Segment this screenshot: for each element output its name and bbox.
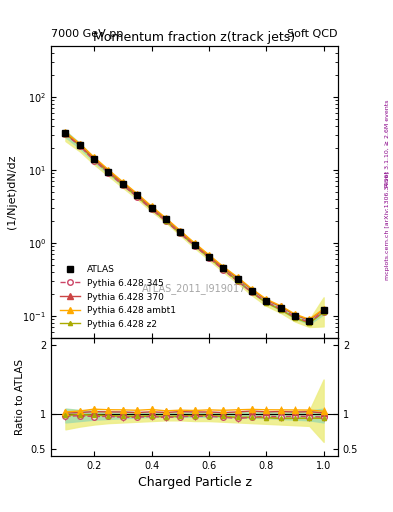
Y-axis label: (1/Njet)dN/dz: (1/Njet)dN/dz bbox=[7, 155, 17, 229]
X-axis label: Charged Particle z: Charged Particle z bbox=[138, 476, 252, 489]
Text: Soft QCD: Soft QCD bbox=[288, 29, 338, 39]
Text: Rivet 3.1.10, ≥ 2.6M events: Rivet 3.1.10, ≥ 2.6M events bbox=[385, 100, 389, 187]
Legend: ATLAS, Pythia 6.428 345, Pythia 6.428 370, Pythia 6.428 ambt1, Pythia 6.428 z2: ATLAS, Pythia 6.428 345, Pythia 6.428 37… bbox=[55, 261, 181, 333]
Y-axis label: Ratio to ATLAS: Ratio to ATLAS bbox=[15, 359, 25, 435]
Text: 7000 GeV pp: 7000 GeV pp bbox=[51, 29, 123, 39]
Title: Momentum fraction z(track jets): Momentum fraction z(track jets) bbox=[94, 31, 296, 44]
Text: ATLAS_2011_I919017: ATLAS_2011_I919017 bbox=[142, 283, 247, 294]
Text: mcplots.cern.ch [arXiv:1306.3436]: mcplots.cern.ch [arXiv:1306.3436] bbox=[385, 171, 389, 280]
